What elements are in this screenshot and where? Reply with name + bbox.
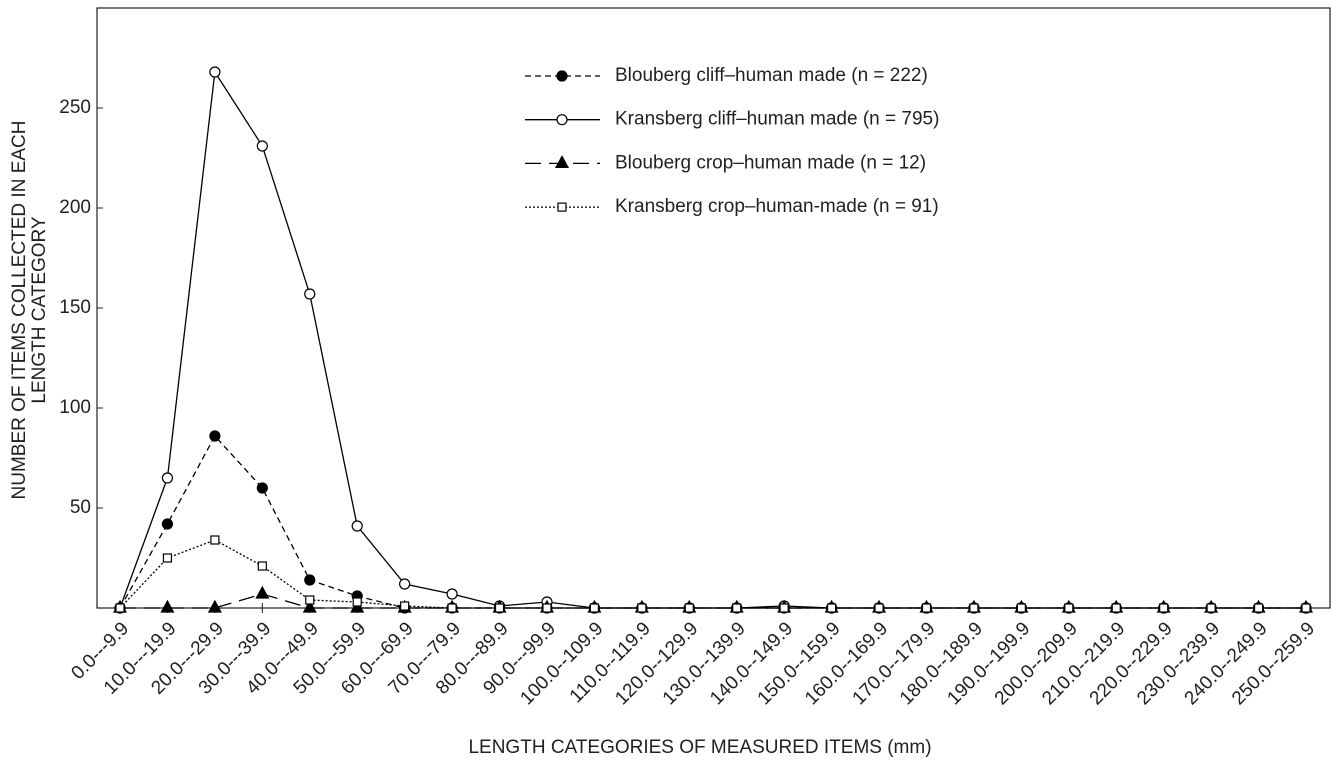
x-tick-label: 250.0--259.9 <box>1228 618 1319 709</box>
marker <box>684 603 694 613</box>
series-line <box>120 593 1306 609</box>
marker <box>209 66 221 78</box>
marker <box>399 578 411 590</box>
marker <box>1206 603 1216 613</box>
marker <box>160 599 175 613</box>
y-tick-label: 50 <box>70 497 91 518</box>
legend-label: Kransberg cliff–human made (n = 795) <box>615 109 939 130</box>
marker <box>589 603 600 613</box>
y-axis-label: NUMBER OF ITEMS COLLECTED IN EACH <box>9 121 30 500</box>
marker <box>351 520 363 532</box>
x-axis-label: LENGTH CATEGORIES OF MEASURED ITEMS (mm) <box>468 737 931 758</box>
marker <box>921 603 932 613</box>
marker <box>161 472 174 484</box>
series-line <box>119 539 1306 609</box>
marker <box>210 535 220 545</box>
series-line <box>119 434 1306 609</box>
marker <box>779 603 789 613</box>
marker <box>874 603 884 613</box>
marker <box>115 603 125 613</box>
marker <box>256 140 268 152</box>
marker <box>969 603 979 613</box>
marker <box>257 561 267 571</box>
marker <box>447 603 457 613</box>
marker <box>446 588 458 600</box>
marker <box>209 430 221 442</box>
marker <box>304 574 316 586</box>
marker <box>556 70 568 82</box>
marker <box>161 518 174 530</box>
marker <box>1159 603 1169 613</box>
marker <box>256 482 268 494</box>
marker <box>305 595 315 605</box>
marker <box>494 603 505 613</box>
legend-label: Kransberg crop–human-made (n = 91) <box>615 196 939 217</box>
marker <box>556 114 568 126</box>
marker <box>1253 603 1264 613</box>
marker <box>207 599 222 613</box>
marker <box>637 603 647 613</box>
marker <box>732 603 742 613</box>
marker <box>352 597 362 607</box>
marker <box>304 288 316 300</box>
y-axis-label: LENGTH CATEGORY <box>29 216 50 404</box>
marker <box>557 202 567 212</box>
marker <box>826 603 837 613</box>
marker <box>1111 603 1121 613</box>
y-tick-label: 250 <box>59 97 91 118</box>
y-tick-label: 100 <box>59 397 91 418</box>
y-tick-label: 200 <box>59 197 91 218</box>
marker <box>1301 603 1311 613</box>
plot-frame <box>96 7 1331 609</box>
y-tick-label: 150 <box>59 297 91 318</box>
marker <box>554 155 570 168</box>
marker <box>162 553 173 563</box>
marker <box>1016 603 1026 613</box>
marker <box>255 585 270 599</box>
marker <box>400 601 410 611</box>
legend-label: Blouberg crop–human made (n = 12) <box>615 152 926 173</box>
marker <box>1064 603 1074 613</box>
legend-label: Blouberg cliff–human made (n = 222) <box>615 65 928 86</box>
marker <box>542 603 552 613</box>
marker <box>302 599 317 613</box>
